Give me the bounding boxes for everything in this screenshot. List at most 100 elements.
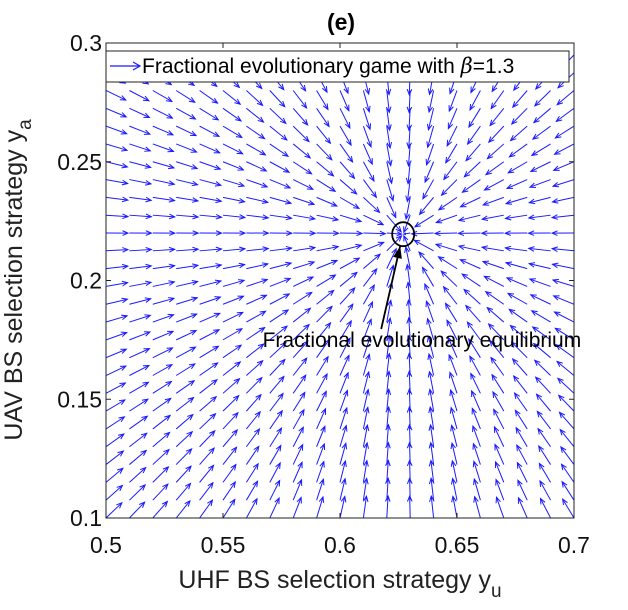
vector-arrow [175, 125, 198, 137]
vector-arrow [339, 424, 348, 447]
vector-arrow [269, 444, 282, 465]
y-tick-label: 0.1 [70, 505, 102, 531]
vector-arrow [405, 263, 411, 287]
vector-arrow [175, 363, 196, 376]
vector-arrow [363, 197, 381, 214]
vector-arrow [481, 196, 504, 206]
vector-arrow [269, 496, 280, 518]
vector-arrow [199, 412, 217, 430]
vector-arrow [550, 246, 574, 252]
vector-arrow [222, 214, 247, 220]
vector-arrow [427, 352, 435, 376]
vector-arrow [339, 336, 351, 358]
vector-arrow [406, 352, 413, 376]
vector-arrow [152, 483, 169, 501]
vector-arrow [339, 230, 364, 237]
vector-arrow [129, 230, 153, 236]
vector-arrow [487, 125, 505, 144]
vector-arrow [222, 328, 244, 341]
vector-arrow [269, 325, 289, 341]
vector-arrow [468, 108, 481, 129]
vector-arrow [199, 196, 223, 204]
vector-arrow [362, 125, 372, 148]
vector-arrow [483, 179, 505, 191]
vector-arrow [363, 214, 385, 226]
vector-arrow [509, 125, 528, 142]
vector-arrow [246, 410, 262, 430]
vector-arrow [554, 125, 574, 139]
vector-arrow [316, 108, 330, 128]
vector-arrow [473, 495, 481, 518]
vector-arrow [316, 230, 340, 237]
vector-arrow [503, 230, 528, 236]
vector-arrow [533, 359, 551, 376]
vector-arrow [386, 316, 393, 340]
vector-arrow [316, 214, 340, 222]
vector-arrow [152, 500, 169, 518]
vector-arrow [339, 161, 356, 180]
vector-arrow [486, 306, 505, 323]
vector-arrow [449, 388, 458, 412]
vector-arrow [222, 480, 237, 501]
vector-arrow [316, 274, 337, 287]
vector-arrow [129, 247, 153, 253]
annotation-arrow-head [393, 246, 402, 259]
vector-arrow [490, 356, 505, 376]
vector-arrow [470, 372, 481, 394]
vector-arrow [434, 243, 458, 252]
x-tick-label: 0.7 [558, 532, 590, 558]
vector-arrow [106, 90, 127, 101]
vector-arrow [152, 297, 176, 305]
vector-arrow [492, 390, 505, 412]
vector-arrow [176, 296, 199, 305]
equilibrium-marker [391, 221, 416, 248]
vector-arrow [106, 161, 129, 169]
vector-arrow [175, 465, 192, 483]
vector-arrow [293, 260, 316, 270]
vector-arrow [152, 90, 173, 103]
legend-arrow-head [132, 61, 142, 71]
vector-arrow [339, 319, 352, 341]
vector-arrow [199, 362, 219, 376]
vector-arrow [152, 280, 176, 287]
vector-arrow [532, 342, 551, 359]
vector-arrow [505, 179, 528, 189]
vector-arrow [246, 90, 264, 107]
vector-arrow [551, 262, 574, 270]
vector-arrow [506, 292, 528, 305]
vector-arrow [292, 161, 313, 175]
vector-arrow [363, 253, 382, 270]
vector-arrow [106, 467, 124, 483]
vector-arrow [246, 230, 270, 236]
x-tick-label: 0.6 [324, 532, 356, 558]
vector-arrow [293, 196, 316, 206]
vector-arrow [494, 460, 505, 483]
vector-arrow [269, 90, 286, 108]
vector-arrow [199, 345, 220, 359]
vector-arrow [106, 484, 124, 501]
vector-arrow [339, 389, 349, 412]
vector-arrow [199, 429, 216, 448]
vector-arrow [176, 179, 199, 187]
vector-arrow [199, 90, 219, 104]
vector-arrow [152, 246, 177, 253]
vector-arrow [426, 125, 435, 149]
vector-arrow [222, 394, 240, 412]
vector-arrow [246, 294, 268, 305]
vector-arrow [292, 461, 303, 483]
vector-arrow [556, 90, 574, 106]
vector-arrow [222, 311, 244, 323]
vector-arrow [385, 90, 392, 114]
vector-arrow [246, 143, 267, 156]
vector-arrow [129, 398, 149, 412]
vector-arrow [425, 143, 435, 167]
vector-arrow [362, 284, 375, 305]
vector-arrow [292, 179, 315, 190]
vector-arrow [472, 424, 481, 447]
y-tick-label: 0.15 [57, 386, 102, 412]
vector-arrow [106, 297, 129, 305]
vector-arrow [129, 348, 151, 359]
vector-arrow [531, 125, 551, 140]
vector-arrow [222, 107, 243, 122]
